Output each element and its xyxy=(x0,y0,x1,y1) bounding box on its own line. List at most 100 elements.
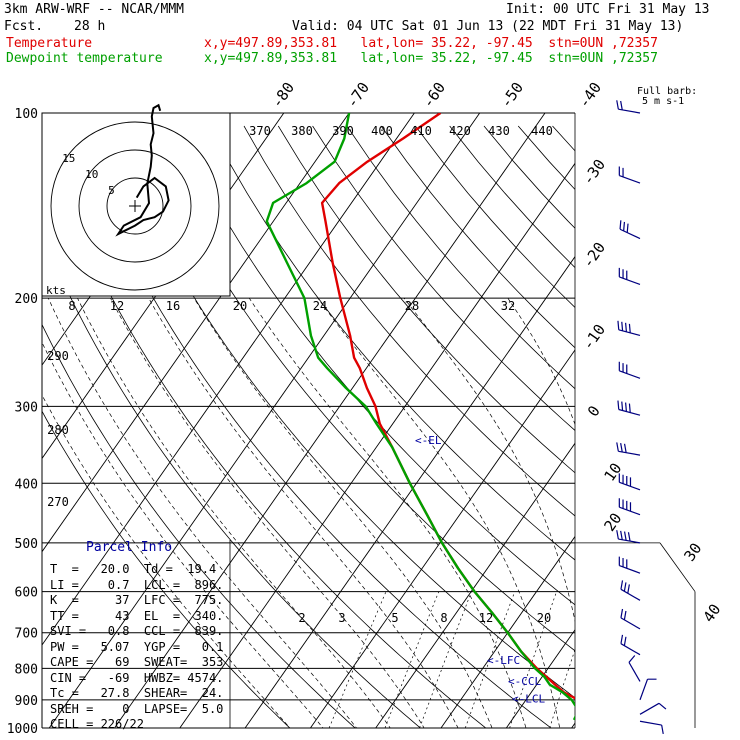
pressure-tick-label: 800 xyxy=(15,662,38,677)
mixing-ratio-label: 2 xyxy=(298,611,305,625)
wind-barb-flag xyxy=(625,322,627,332)
dry-adiabat-line xyxy=(552,125,575,152)
forecast-label: Fcst. xyxy=(4,19,44,34)
dry-adiabat-line xyxy=(42,410,291,728)
dewpoint-trace xyxy=(265,113,575,721)
isotherm-label: -10 xyxy=(579,321,609,354)
pressure-tick-label: 300 xyxy=(15,400,38,415)
dry-adiabat-line xyxy=(621,126,740,740)
isotherm-line xyxy=(440,535,575,728)
hodograph-ring-label: 15 xyxy=(62,152,75,165)
wind-barb-flag xyxy=(620,443,623,453)
speed-scale-label: 12 xyxy=(110,299,124,313)
wind-barb-staff xyxy=(618,408,641,416)
isotherm-line xyxy=(179,162,575,728)
init-time: Init: 00 UTC Fri 31 May 13 xyxy=(506,2,710,17)
wind-barb-staff xyxy=(619,370,641,379)
moist-adiabat-line xyxy=(693,298,700,740)
parcel-row-cape: CAPE = 69 SWEAT= 353 xyxy=(50,655,224,669)
isotherm-label: -60 xyxy=(419,79,449,112)
wind-barb-flag xyxy=(621,321,624,331)
dry-adiabat-line xyxy=(415,125,575,308)
isotherm-label: 0 xyxy=(584,402,604,420)
isotherm-label: 20 xyxy=(600,510,625,535)
speed-scale-label: 24 xyxy=(313,299,327,313)
mixing-ratio-label: 3 xyxy=(338,611,345,625)
wind-barb-staff xyxy=(618,108,641,114)
wind-barb-flag xyxy=(620,580,624,590)
speed-scale-label: 32 xyxy=(501,299,515,313)
isotherm-line xyxy=(42,113,415,646)
parcel-info-title: Parcel Info xyxy=(86,540,173,555)
wind-legend-line2: 5 m s-1 xyxy=(642,96,684,107)
mixing-ratio-label: 12 xyxy=(479,611,493,625)
wind-barb-flag xyxy=(620,100,623,110)
pressure-tick-label: 900 xyxy=(15,694,38,709)
parcel-row-svi: SVI = 0.8 CCL = 839. xyxy=(50,624,224,638)
speed-scale-label: 8 xyxy=(68,299,75,313)
isotherm-label: -50 xyxy=(497,79,527,112)
dry-adiabat-line xyxy=(243,125,575,517)
dry-adiabat-line xyxy=(42,135,487,728)
wind-barb-staff xyxy=(619,174,641,184)
parcel-row-pw: PW = 5.07 YGP = 0.1 xyxy=(50,639,224,654)
wind-barb-staff xyxy=(620,617,641,630)
dry-adiabat-line xyxy=(655,126,740,740)
wind-barb-flag xyxy=(621,401,624,411)
dry-adiabat-line xyxy=(72,125,552,728)
isotherm-line xyxy=(571,722,575,728)
parcel-row-tt: TT = 43 EL = 340. xyxy=(50,608,224,623)
valid-time: Valid: 04 UTC Sat 01 Jun 13 (22 MDT Fri … xyxy=(292,19,684,34)
wind-barb-flag xyxy=(620,530,623,540)
wind-barb-staff xyxy=(619,481,641,491)
hodograph-ring xyxy=(50,121,220,291)
theta-label: 390 xyxy=(332,124,354,138)
parcel-row-k: K = 37 LFC = 775. xyxy=(50,593,224,607)
speed-scale-label: 28 xyxy=(405,299,419,313)
mixing-ratio-line xyxy=(549,648,575,728)
hodograph-ring xyxy=(106,177,164,235)
moist-adiabat-line xyxy=(317,297,561,728)
dry-adiabat-line xyxy=(587,126,740,740)
pressure-tick-label: 400 xyxy=(15,477,38,492)
pressure-tick-label: 1000 xyxy=(7,722,38,737)
wind-barb-staff xyxy=(639,720,662,726)
theta-label: 280 xyxy=(47,423,69,437)
dry-adiabat-line xyxy=(449,125,575,269)
wind-barb-flag xyxy=(661,724,664,735)
wind-barb-flag xyxy=(623,582,627,592)
hodograph-ring-label: 5 xyxy=(108,184,115,197)
wind-legend-line1: Full barb: xyxy=(637,86,697,97)
parcel-row-cell: CELL = 226/22 xyxy=(50,717,144,731)
isotherm-label: -30 xyxy=(579,156,609,189)
theta-label: 290 xyxy=(47,349,69,363)
wind-barb-flag xyxy=(616,100,619,110)
mixing-ratio-line xyxy=(384,591,440,728)
wind-barb-flag xyxy=(658,702,667,710)
dry-adiabat-line xyxy=(277,125,575,474)
temperature-legend: Temperature xyxy=(6,36,93,51)
hodograph-ring-label: 10 xyxy=(85,168,98,181)
isotherm-line xyxy=(505,629,575,728)
theta-label: 400 xyxy=(371,124,393,138)
wind-barb-staff xyxy=(619,565,641,574)
level-label-lcl: <-LCL xyxy=(512,693,545,706)
level-label-ccl: <-CCL xyxy=(508,675,541,688)
wind-barb-flag xyxy=(627,532,631,542)
wind-barb-flag xyxy=(617,400,620,410)
wind-barb-flag xyxy=(628,323,631,333)
wind-barb-staff xyxy=(619,506,641,516)
dry-adiabat-line xyxy=(312,125,575,432)
parcel-row-li: LI = 0.7 LCL = 896. xyxy=(50,577,224,592)
isotherm-label: -40 xyxy=(575,79,605,112)
mixing-ratio-label: 20 xyxy=(537,611,551,625)
temperature-trace xyxy=(320,113,575,700)
wind-barb-flag xyxy=(623,610,627,620)
parcel-row-cin: CIN = -69 HWBZ= 4574. xyxy=(50,670,224,685)
wind-barb-flag xyxy=(620,634,624,644)
moist-adiabat-line xyxy=(42,341,324,728)
wind-barb-staff xyxy=(619,228,641,240)
wind-barb-staff xyxy=(618,329,641,337)
theta-label: 420 xyxy=(449,124,471,138)
